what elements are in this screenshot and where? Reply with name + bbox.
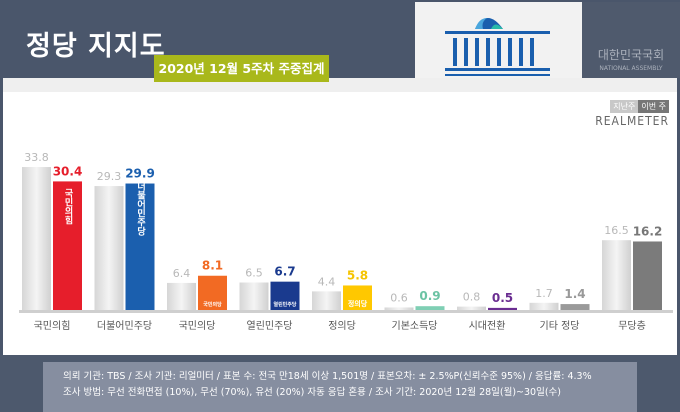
bar-curr-2 <box>198 275 227 310</box>
category-label-2: 국민의당 <box>179 320 216 332</box>
category-label-7: 기타 정당 <box>540 320 580 332</box>
category-label-1: 더불어민주당 <box>97 320 152 332</box>
assembly-wordmark: 대한민국국회 NATIONAL ASSEMBLY <box>582 2 680 78</box>
bar-curr-6 <box>488 307 517 310</box>
survey-info-line2: 조사 방법: 무선 전화면접 (10%), 무선 (70%), 유선 (20%)… <box>63 387 561 398</box>
category-label-4: 정의당 <box>328 320 356 332</box>
category-label-8: 무당층 <box>618 320 646 332</box>
party-logo-4: 정의당 <box>348 299 368 308</box>
label-curr-8: 16.2 <box>633 224 663 238</box>
category-label-0: 국민의힘 <box>34 320 71 332</box>
party-logo-2: 국민의당 <box>203 301 222 308</box>
party-logo-1: 더불어민주당 <box>135 180 145 236</box>
label-curr-3: 6.7 <box>274 265 295 279</box>
label-curr-5: 0.9 <box>419 289 440 303</box>
national-assembly-logo <box>415 2 582 78</box>
bar-curr-7 <box>560 304 590 310</box>
label-prev-7: 1.7 <box>535 287 553 300</box>
label-curr-4: 5.8 <box>347 268 368 282</box>
party-logo-0: 국민의힘 <box>63 188 73 225</box>
bar-curr-4 <box>343 285 372 310</box>
page-title: 정당 지지도 <box>26 31 166 62</box>
label-prev-3: 6.5 <box>245 267 263 280</box>
label-prev-8: 16.5 <box>604 224 629 237</box>
label-curr-7: 1.4 <box>564 287 585 301</box>
label-prev-4: 4.4 <box>318 275 336 288</box>
label-prev-2: 6.4 <box>173 267 191 280</box>
assembly-name-en: NATIONAL ASSEMBLY <box>599 65 663 72</box>
bar-curr-3 <box>270 281 300 310</box>
bar-prev-0 <box>22 167 51 310</box>
legend-curr: 이번 주 <box>638 100 669 113</box>
bar-curr-8 <box>633 241 662 310</box>
bar-prev-3 <box>239 282 269 310</box>
category-label-5: 기본소득당 <box>392 320 438 332</box>
survey-period: 2020년 12월 5주차 주중집계 <box>154 55 329 82</box>
label-prev-0: 33.8 <box>24 151 49 164</box>
category-label-3: 열린민주당 <box>247 320 293 332</box>
bar-curr-1 <box>125 183 155 310</box>
label-curr-0: 30.4 <box>53 164 83 178</box>
bar-prev-2 <box>167 282 196 310</box>
legend: 지난주 이번 주 <box>610 100 669 113</box>
realmeter-logo: REALMETER <box>595 114 669 128</box>
party-logo-3: 열린민주당 <box>273 301 296 308</box>
survey-info-line1: 의뢰 기관: TBS / 조사 기관: 리얼미터 / 표본 수: 전국 만18세… <box>63 371 592 382</box>
label-prev-6: 0.8 <box>463 291 481 304</box>
label-curr-2: 8.1 <box>202 259 223 273</box>
bar-prev-7 <box>529 302 559 310</box>
assembly-building-icon <box>445 18 550 76</box>
legend-prev: 지난주 <box>610 100 639 113</box>
bar-prev-4 <box>312 291 341 310</box>
survey-info: 의뢰 기관: TBS / 조사 기관: 리얼미터 / 표본 수: 전국 만18세… <box>43 362 637 412</box>
bar-curr-0 <box>53 181 82 310</box>
chart-panel: 지난주 이번 주 REALMETER 33.8 30.4 국민의힘 국민의힘 29.3 29… <box>3 78 677 355</box>
header: 정당 지지도 대한민국국회 NATIONAL ASSEMBLY <box>0 0 680 78</box>
assembly-name-ko: 대한민국국회 <box>597 48 665 62</box>
label-prev-5: 0.6 <box>390 291 408 304</box>
bar-prev-8 <box>602 240 631 310</box>
label-curr-1: 29.9 <box>125 167 155 181</box>
bar-prev-5 <box>384 307 414 310</box>
label-prev-1: 29.3 <box>97 170 122 183</box>
bar-prev-6 <box>457 306 486 310</box>
bar-prev-1 <box>94 186 124 310</box>
category-label-6: 시대전환 <box>469 320 506 332</box>
baseline <box>19 310 673 313</box>
label-curr-6: 0.5 <box>492 291 513 305</box>
bar-curr-5 <box>415 306 445 310</box>
